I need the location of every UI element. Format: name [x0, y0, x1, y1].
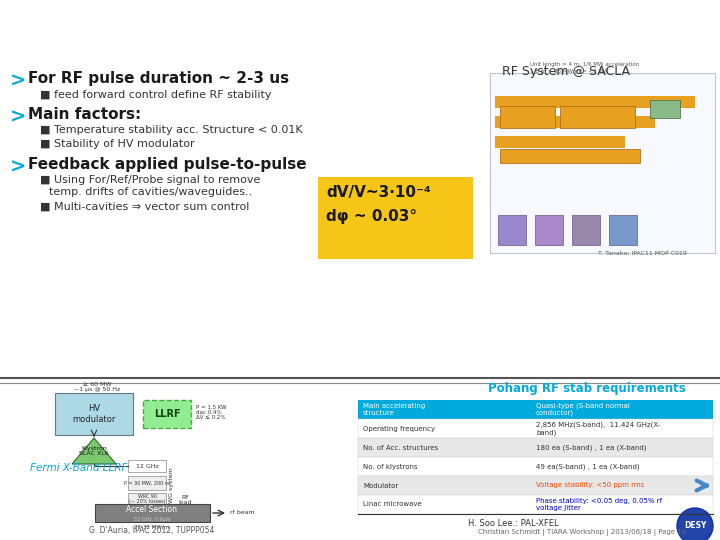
- Text: No. of Acc. structures: No. of Acc. structures: [363, 444, 438, 450]
- Text: 2,856 MHz(S-band),  11.424 GHz(X-
band): 2,856 MHz(S-band), 11.424 GHz(X- band): [536, 422, 660, 435]
- Text: LLRF: LLRF: [153, 409, 180, 419]
- Text: RF control of short RF pulses (NRF): RF control of short RF pulses (NRF): [13, 19, 484, 43]
- Bar: [318, 178, 473, 259]
- Bar: [560, 106, 635, 129]
- Text: >: >: [10, 71, 27, 90]
- Text: G. D'Auria, IPAC 2012, TUPPP054: G. D'Auria, IPAC 2012, TUPPP054: [89, 526, 215, 535]
- Bar: [535, 215, 563, 245]
- Text: Main factors:: Main factors:: [28, 107, 141, 123]
- Bar: [500, 150, 640, 164]
- Text: DESY: DESY: [684, 522, 706, 530]
- Text: WRC 90
(~ 20% losses): WRC 90 (~ 20% losses): [129, 494, 166, 504]
- Text: Modulator: Modulator: [363, 483, 398, 489]
- Text: RF
load: RF load: [179, 495, 192, 505]
- Bar: [572, 215, 600, 245]
- Circle shape: [677, 508, 713, 540]
- Bar: [358, 438, 713, 457]
- Text: ≥ 60 MW: ≥ 60 MW: [83, 382, 112, 387]
- Bar: [143, 400, 191, 428]
- Bar: [609, 215, 637, 245]
- Text: 12 GHz: 12 GHz: [135, 463, 158, 469]
- Text: dV/V~3·10⁻⁴: dV/V~3·10⁻⁴: [326, 185, 431, 200]
- Text: dac 0.4%: dac 0.4%: [196, 410, 222, 415]
- Text: >: >: [10, 107, 27, 126]
- Text: H. Soo Lee.: PAL-XFEL: H. Soo Lee.: PAL-XFEL: [468, 519, 558, 528]
- Text: Quasi-type (S-band normal
conductor): Quasi-type (S-band normal conductor): [536, 402, 630, 416]
- Text: 180 ea (S-band) , 1 ea (X-band): 180 ea (S-band) , 1 ea (X-band): [536, 444, 647, 451]
- Text: ■ Temperature stability acc. Structure < 0.01K: ■ Temperature stability acc. Structure <…: [40, 125, 302, 136]
- Text: Operating frequency: Operating frequency: [363, 426, 435, 431]
- Text: Linac microwave: Linac microwave: [363, 502, 422, 508]
- Text: ■ Stability of HV modulator: ■ Stability of HV modulator: [40, 139, 194, 150]
- Text: P = 1.5 KW: P = 1.5 KW: [196, 405, 227, 410]
- Bar: [128, 460, 166, 472]
- Text: Christian Schmidt | TIARA Workshop | 2013/06/18 | Page 18: Christian Schmidt | TIARA Workshop | 201…: [478, 529, 686, 536]
- Bar: [358, 419, 713, 438]
- Text: Klystron
SLAC XL6: Klystron SLAC XL6: [79, 446, 109, 456]
- Bar: [495, 117, 655, 129]
- Text: ΔV ≤ 0.2%: ΔV ≤ 0.2%: [196, 415, 225, 420]
- Bar: [495, 97, 695, 109]
- Bar: [498, 215, 526, 245]
- Text: ■ Using For/Ref/Probe signal to remove: ■ Using For/Ref/Probe signal to remove: [40, 176, 261, 185]
- Bar: [128, 493, 166, 505]
- Text: No. of klystrons: No. of klystrons: [363, 463, 418, 469]
- Text: Phase stability: <0.05 deg, 0.05% rf
voltage Jitter: Phase stability: <0.05 deg, 0.05% rf vol…: [536, 498, 662, 511]
- Text: 1.8 m > 35 MW/m = <3 MW: 1.8 m > 35 MW/m = <3 MW: [530, 69, 608, 73]
- Text: ■ Multi-cavities ⇒ vector sum control: ■ Multi-cavities ⇒ vector sum control: [40, 201, 249, 211]
- Text: P = 30 MW, 200 ns: P = 30 MW, 200 ns: [124, 481, 170, 485]
- Bar: [650, 100, 680, 118]
- Text: Voltage stability: <50 ppm rms: Voltage stability: <50 ppm rms: [536, 483, 644, 489]
- Text: 49 ea(S-band) , 1 ea (X-band): 49 ea(S-band) , 1 ea (X-band): [536, 463, 639, 470]
- Text: Main accelerating
structure: Main accelerating structure: [363, 403, 426, 416]
- Text: WG system: WG system: [169, 467, 174, 503]
- Text: RF System @ SACLA: RF System @ SACLA: [502, 65, 630, 78]
- Bar: [490, 73, 715, 253]
- Text: ~1 μs @ 50 Hz: ~1 μs @ 50 Hz: [74, 387, 120, 392]
- Text: ■ feed forward control define RF stability: ■ feed forward control define RF stabili…: [40, 90, 271, 100]
- Text: T. Tanaka: IPAC11 MOP C019: T. Tanaka: IPAC11 MOP C019: [598, 252, 687, 256]
- Text: rf beam: rf beam: [230, 510, 255, 516]
- Text: Feedback applied pulse-to-pulse: Feedback applied pulse-to-pulse: [28, 157, 307, 172]
- Bar: [358, 476, 713, 495]
- Text: Accel Section: Accel Section: [127, 505, 178, 515]
- Text: Unit length = 4 m, 1/6 MW acceleration: Unit length = 4 m, 1/6 MW acceleration: [530, 63, 639, 68]
- Bar: [55, 393, 133, 435]
- Text: 27-32 MW/m: 27-32 MW/m: [135, 524, 170, 530]
- Text: For RF pulse duration ~ 2-3 us: For RF pulse duration ~ 2-3 us: [28, 71, 289, 86]
- Bar: [500, 106, 555, 129]
- Polygon shape: [72, 438, 116, 464]
- Bar: [358, 495, 713, 514]
- Bar: [495, 137, 625, 148]
- Text: Pohang RF stab requirements: Pohang RF stab requirements: [488, 382, 685, 395]
- Text: dφ ~ 0.03°: dφ ~ 0.03°: [326, 210, 417, 225]
- Bar: [358, 400, 713, 419]
- Text: 52 GHz, 0.9μm: 52 GHz, 0.9μm: [134, 516, 170, 522]
- Text: Fermi X-Band LLRF: Fermi X-Band LLRF: [30, 463, 127, 473]
- Bar: [95, 504, 210, 522]
- Text: HV
modulator: HV modulator: [72, 404, 116, 424]
- Text: >: >: [10, 157, 27, 177]
- Text: temp. drifts of cavities/waveguides..: temp. drifts of cavities/waveguides..: [49, 187, 252, 198]
- Bar: [128, 476, 166, 490]
- Bar: [358, 457, 713, 476]
